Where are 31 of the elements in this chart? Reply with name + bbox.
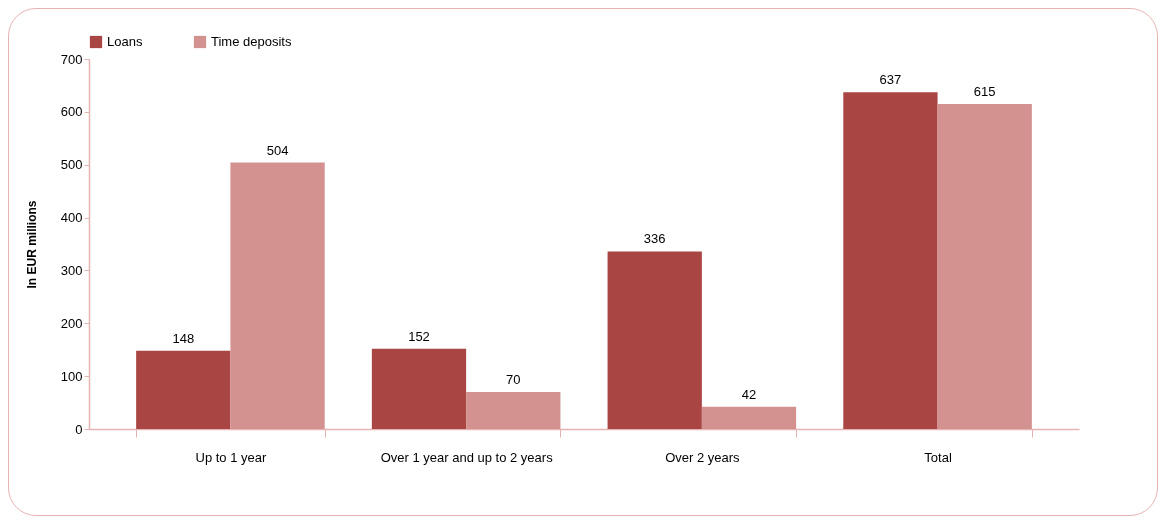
data-label: 615	[973, 83, 996, 99]
y-tick-label: 700	[60, 51, 83, 67]
data-label: 152	[408, 328, 430, 344]
y-tick-label: 600	[60, 104, 83, 120]
x-tick-label: Over 2 years	[665, 449, 741, 465]
bar	[701, 406, 797, 429]
y-tick-label: 100	[60, 368, 83, 384]
data-label: 42	[741, 386, 757, 402]
y-axis-title: In EUR millions	[24, 200, 39, 289]
legend-label: Time deposits	[211, 34, 292, 49]
bar	[136, 350, 231, 429]
legend-label: Loans	[107, 34, 143, 49]
bar	[607, 251, 702, 429]
bar	[371, 348, 467, 429]
y-tick-label: 300	[60, 262, 83, 278]
x-tick-label: Over 1 year and up to 2 years	[380, 449, 554, 465]
data-label: 336	[643, 231, 666, 247]
bar	[937, 103, 1032, 429]
y-tick-label: 0	[75, 421, 83, 437]
bar	[843, 92, 938, 429]
data-label: 637	[879, 72, 902, 88]
bar	[466, 392, 561, 429]
data-label: 148	[172, 330, 195, 346]
y-tick-label: 400	[60, 210, 83, 226]
y-tick-label: 500	[60, 157, 83, 173]
data-label: 504	[266, 142, 289, 158]
data-label: 70	[506, 372, 521, 387]
bar	[230, 162, 325, 429]
x-tick-label: Up to 1 year	[195, 449, 267, 465]
y-tick-label: 200	[60, 315, 83, 331]
x-tick-label: Total	[924, 449, 952, 465]
